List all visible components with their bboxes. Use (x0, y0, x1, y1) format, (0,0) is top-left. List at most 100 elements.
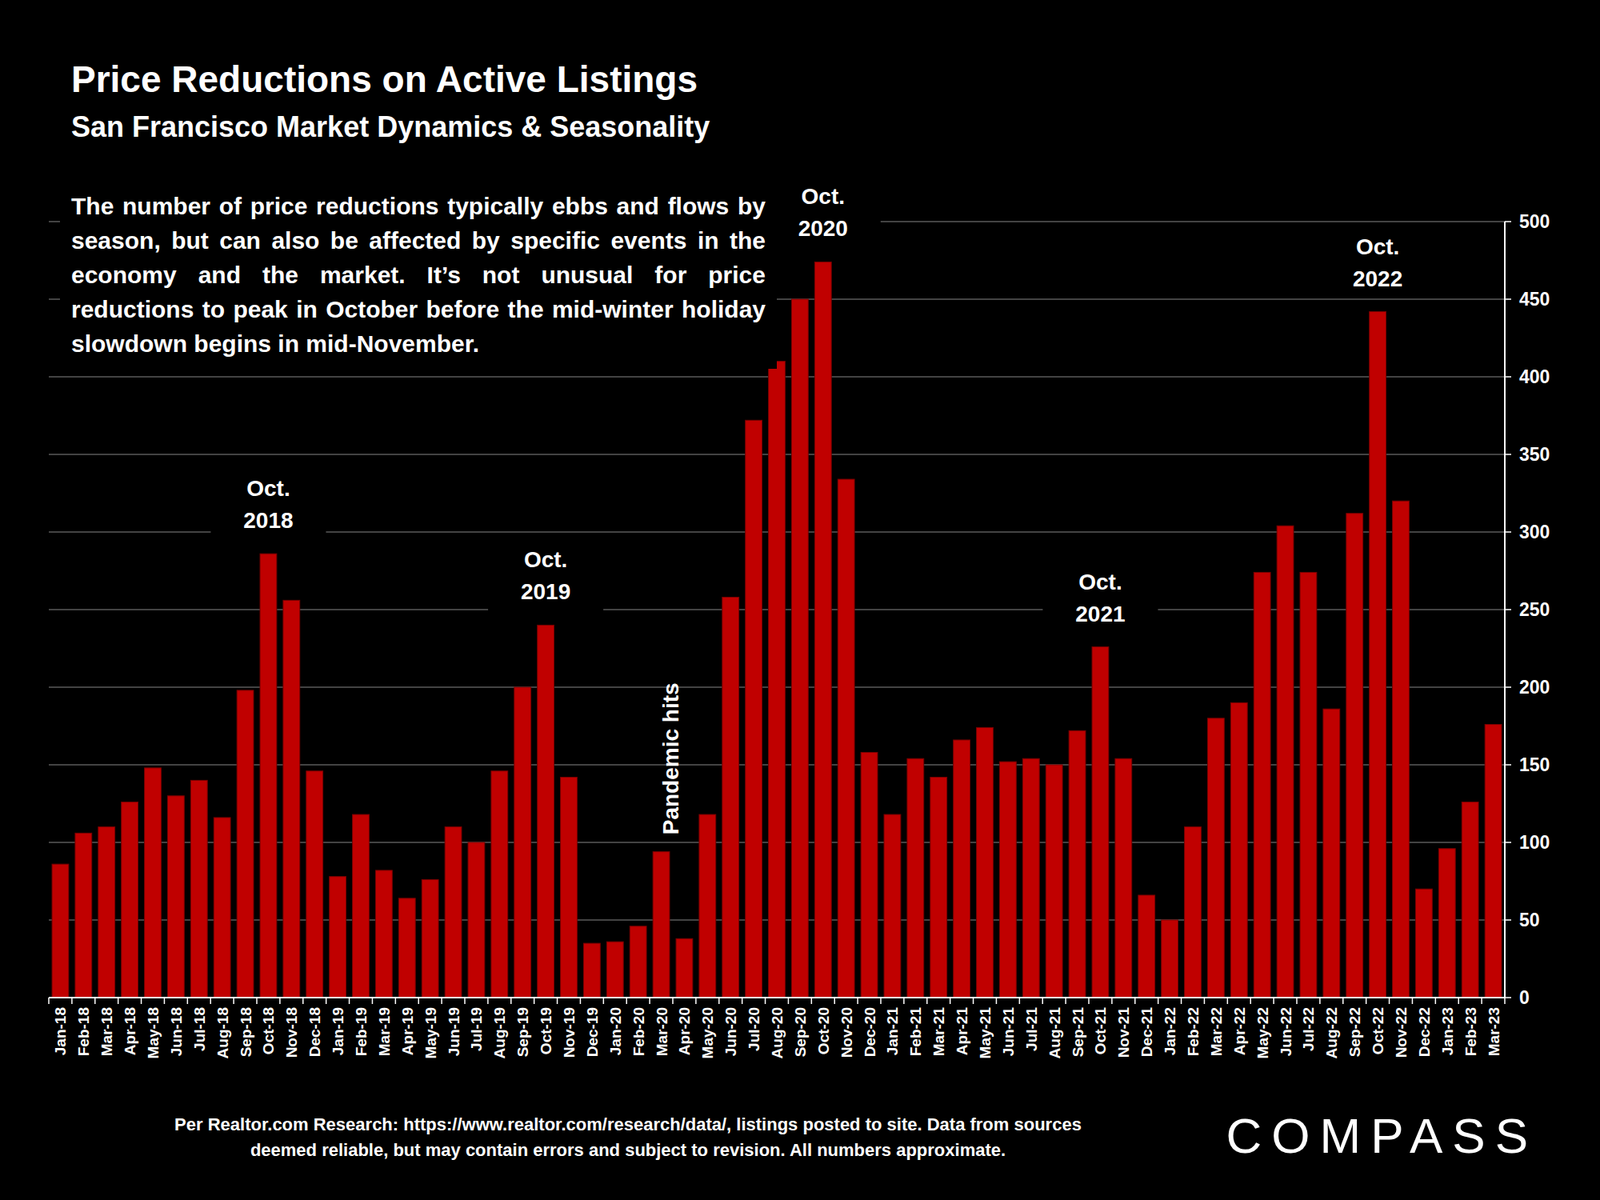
x-tick (71, 997, 73, 1004)
bar (907, 758, 924, 998)
y-tick-label: 200 (1519, 676, 1550, 698)
y-tick-label: 350 (1519, 444, 1550, 465)
x-tick-label: Oct-21 (1092, 1007, 1109, 1056)
bar (375, 870, 392, 998)
bar (745, 420, 763, 998)
bar (1438, 848, 1456, 998)
x-tick (903, 997, 905, 1004)
x-tick-label: Jul-20 (745, 1007, 763, 1052)
x-tick (1319, 997, 1321, 1004)
x-tick (1041, 997, 1044, 1004)
bar (260, 553, 277, 998)
x-tick (94, 997, 96, 1004)
x-tick-label: Jul-19 (468, 1007, 485, 1052)
y-tick (1504, 453, 1512, 456)
x-tick (949, 997, 952, 1004)
x-tick-label: Jan-21 (884, 1007, 901, 1056)
annotation-line: 2018 (243, 508, 293, 533)
x-tick (417, 997, 420, 1004)
annotation: Oct.2021 (1075, 569, 1125, 627)
bar (884, 814, 901, 998)
x-tick (764, 997, 767, 1004)
bar (121, 802, 139, 998)
x-tick-label: May-18 (144, 1007, 162, 1059)
y-tick (1504, 531, 1512, 533)
x-tick-label: Apr-22 (1231, 1007, 1248, 1056)
annotation-bg (210, 470, 326, 540)
x-tick-label: Mar-20 (653, 1007, 671, 1056)
x-tick (1296, 997, 1298, 1004)
x-tick (1180, 997, 1183, 1004)
x-tick (1342, 997, 1344, 1004)
bar (791, 299, 808, 998)
y-tick-label: 50 (1519, 909, 1540, 931)
bar (1138, 895, 1156, 998)
bar (283, 600, 300, 998)
x-tick (926, 997, 928, 1004)
x-tick-label: Jan-22 (1161, 1007, 1179, 1056)
x-tick-label: Mar-22 (1208, 1007, 1225, 1056)
description: The number of price reductions typically… (60, 188, 777, 369)
x-tick-label: Jan-20 (607, 1007, 624, 1056)
logo: COMPASS (1226, 1107, 1538, 1164)
x-tick (464, 997, 466, 1004)
bar (52, 864, 69, 998)
x-tick (1088, 997, 1090, 1004)
bar (1045, 764, 1063, 998)
y-tick (1504, 608, 1512, 611)
x-tick (395, 997, 397, 1004)
bar (352, 814, 370, 998)
x-tick-label: Apr-18 (121, 1007, 139, 1056)
x-tick (1480, 997, 1483, 1004)
x-tick-label: Apr-21 (953, 1007, 971, 1056)
x-tick-label: Feb-20 (630, 1007, 648, 1056)
x-tick (1227, 997, 1229, 1004)
x-tick (117, 997, 120, 1004)
bar (722, 596, 740, 998)
x-tick (1157, 997, 1160, 1004)
x-tick (648, 997, 651, 1004)
x-tick (279, 997, 281, 1004)
x-tick-label: Sep-22 (1346, 1007, 1364, 1057)
bar (1115, 758, 1132, 998)
bar (999, 761, 1016, 998)
x-tick-label: Dec-21 (1138, 1007, 1156, 1058)
x-tick (856, 997, 859, 1004)
bar (606, 941, 624, 998)
annotation-bg (1042, 564, 1158, 633)
bar (398, 898, 416, 998)
annotation-line: Oct. (524, 547, 568, 572)
x-tick-label: May-19 (422, 1007, 440, 1059)
bar (421, 880, 439, 998)
x-tick-label: Mar-19 (376, 1007, 393, 1056)
x-tick-label: Sep-18 (237, 1007, 255, 1057)
x-tick-label: Oct-19 (537, 1007, 555, 1055)
x-tick-label: Aug-19 (491, 1007, 508, 1059)
bar (1207, 718, 1224, 998)
x-tick (718, 997, 720, 1004)
title: Price Reductions on Active Listings (71, 57, 698, 101)
x-tick-label: Jul-22 (1300, 1007, 1317, 1052)
x-tick-label: Mar-23 (1485, 1007, 1503, 1056)
y-tick-label: 250 (1519, 599, 1550, 620)
x-tick (603, 997, 605, 1004)
x-tick (325, 997, 328, 1004)
x-tick-label: Apr-19 (399, 1007, 416, 1056)
x-tick (1134, 997, 1136, 1004)
bar (976, 727, 994, 998)
x-tick-label: Oct-22 (1369, 1007, 1387, 1055)
bar (306, 771, 324, 998)
x-tick (1249, 997, 1252, 1004)
x-tick (1457, 997, 1460, 1004)
annotation-line: Oct. (1078, 569, 1122, 595)
bar (1253, 572, 1271, 998)
x-tick (1435, 997, 1437, 1004)
source: Per Realtor.com Research: https://www.re… (148, 1112, 1108, 1164)
bar (676, 938, 693, 998)
x-tick (533, 997, 536, 1004)
x-tick-label: Sep-21 (1069, 1007, 1087, 1058)
x-tick (510, 997, 512, 1004)
bar (1461, 802, 1479, 998)
x-tick-label: Nov-20 (838, 1007, 856, 1058)
x-tick (1019, 997, 1021, 1004)
